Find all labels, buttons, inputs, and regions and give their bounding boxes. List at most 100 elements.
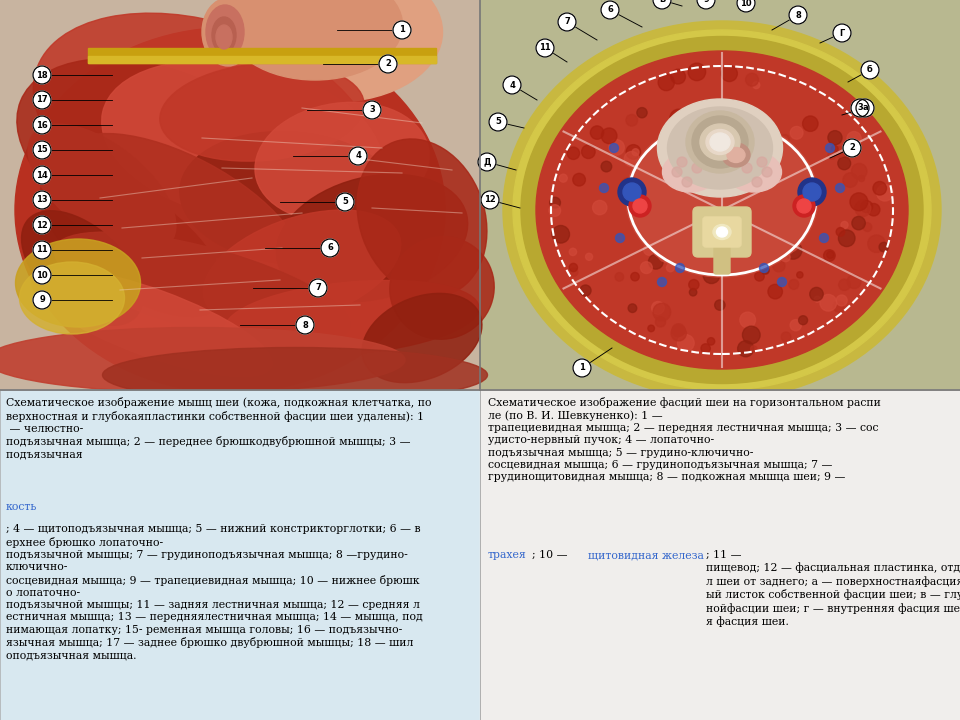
Ellipse shape bbox=[626, 119, 818, 277]
Ellipse shape bbox=[34, 13, 376, 237]
Circle shape bbox=[567, 147, 580, 159]
Circle shape bbox=[481, 191, 499, 209]
Ellipse shape bbox=[206, 5, 244, 59]
Text: 15: 15 bbox=[36, 145, 48, 155]
Circle shape bbox=[751, 154, 756, 161]
Ellipse shape bbox=[159, 63, 364, 161]
Ellipse shape bbox=[62, 133, 301, 292]
Circle shape bbox=[798, 189, 812, 204]
Circle shape bbox=[831, 145, 838, 153]
Circle shape bbox=[569, 264, 578, 271]
Circle shape bbox=[833, 24, 851, 42]
Circle shape bbox=[573, 359, 591, 377]
Circle shape bbox=[764, 152, 781, 168]
Circle shape bbox=[636, 107, 647, 118]
Circle shape bbox=[660, 163, 675, 177]
Circle shape bbox=[309, 279, 327, 297]
Circle shape bbox=[814, 296, 820, 302]
Bar bbox=[0, 0, 480, 390]
Ellipse shape bbox=[662, 152, 717, 192]
Circle shape bbox=[879, 243, 888, 252]
Circle shape bbox=[615, 233, 625, 243]
FancyBboxPatch shape bbox=[714, 245, 730, 274]
Circle shape bbox=[803, 183, 821, 201]
Circle shape bbox=[609, 140, 624, 156]
Circle shape bbox=[780, 136, 788, 145]
Text: щитовидная железа: щитовидная железа bbox=[588, 550, 704, 560]
Circle shape bbox=[349, 147, 367, 165]
Circle shape bbox=[847, 132, 861, 146]
Circle shape bbox=[723, 99, 735, 112]
Circle shape bbox=[33, 116, 51, 134]
Circle shape bbox=[640, 261, 652, 274]
Circle shape bbox=[781, 332, 791, 342]
Circle shape bbox=[752, 177, 762, 187]
Circle shape bbox=[781, 253, 790, 262]
Text: 7: 7 bbox=[315, 284, 321, 292]
Circle shape bbox=[296, 316, 314, 334]
Ellipse shape bbox=[727, 148, 745, 163]
Circle shape bbox=[379, 55, 397, 73]
Ellipse shape bbox=[276, 174, 468, 302]
Circle shape bbox=[33, 266, 51, 284]
Ellipse shape bbox=[19, 262, 125, 334]
Circle shape bbox=[852, 163, 867, 179]
Circle shape bbox=[679, 222, 694, 237]
Text: 14: 14 bbox=[36, 171, 48, 179]
Circle shape bbox=[592, 200, 607, 215]
Text: трахея: трахея bbox=[488, 550, 527, 560]
Circle shape bbox=[755, 271, 764, 281]
Circle shape bbox=[790, 320, 802, 330]
Text: 4: 4 bbox=[509, 81, 515, 89]
Ellipse shape bbox=[706, 130, 734, 155]
Circle shape bbox=[742, 326, 760, 344]
Circle shape bbox=[826, 143, 834, 153]
Bar bbox=[480, 390, 960, 720]
Circle shape bbox=[777, 170, 787, 180]
Circle shape bbox=[757, 157, 767, 167]
Ellipse shape bbox=[17, 59, 307, 257]
Circle shape bbox=[762, 167, 772, 177]
Text: 10: 10 bbox=[36, 271, 48, 279]
Circle shape bbox=[672, 324, 684, 337]
Circle shape bbox=[558, 13, 576, 31]
Circle shape bbox=[827, 251, 834, 258]
Circle shape bbox=[838, 157, 851, 170]
Circle shape bbox=[637, 186, 648, 197]
Circle shape bbox=[836, 295, 847, 306]
Circle shape bbox=[798, 178, 826, 206]
Circle shape bbox=[748, 210, 759, 222]
Circle shape bbox=[828, 130, 842, 145]
Circle shape bbox=[851, 99, 869, 117]
Circle shape bbox=[714, 300, 725, 310]
Text: 12: 12 bbox=[36, 220, 48, 230]
Circle shape bbox=[601, 128, 617, 144]
Circle shape bbox=[580, 285, 591, 296]
Text: 3: 3 bbox=[857, 104, 863, 112]
Circle shape bbox=[850, 193, 868, 211]
Ellipse shape bbox=[536, 51, 908, 369]
Circle shape bbox=[672, 167, 682, 177]
Text: 5: 5 bbox=[495, 117, 501, 127]
Text: 3: 3 bbox=[370, 106, 374, 114]
Circle shape bbox=[751, 346, 757, 352]
Circle shape bbox=[590, 126, 604, 139]
Circle shape bbox=[740, 312, 756, 328]
Circle shape bbox=[790, 214, 797, 221]
Circle shape bbox=[363, 101, 381, 119]
Ellipse shape bbox=[722, 143, 750, 167]
Ellipse shape bbox=[15, 239, 140, 327]
Circle shape bbox=[678, 335, 694, 351]
Circle shape bbox=[858, 176, 865, 181]
Circle shape bbox=[552, 225, 569, 243]
Text: 7: 7 bbox=[564, 17, 570, 27]
Circle shape bbox=[868, 235, 885, 253]
Circle shape bbox=[618, 178, 646, 206]
Text: 4: 4 bbox=[355, 151, 361, 161]
Ellipse shape bbox=[357, 139, 487, 297]
Circle shape bbox=[793, 195, 815, 217]
Text: ; 11 —
пищевод; 12 — фасциальная пластинка, отделяющая передний отде
л шеи от за: ; 11 — пищевод; 12 — фасциальная пластин… bbox=[706, 550, 960, 626]
Bar bbox=[0, 390, 480, 720]
Circle shape bbox=[658, 277, 666, 287]
Circle shape bbox=[684, 177, 702, 194]
